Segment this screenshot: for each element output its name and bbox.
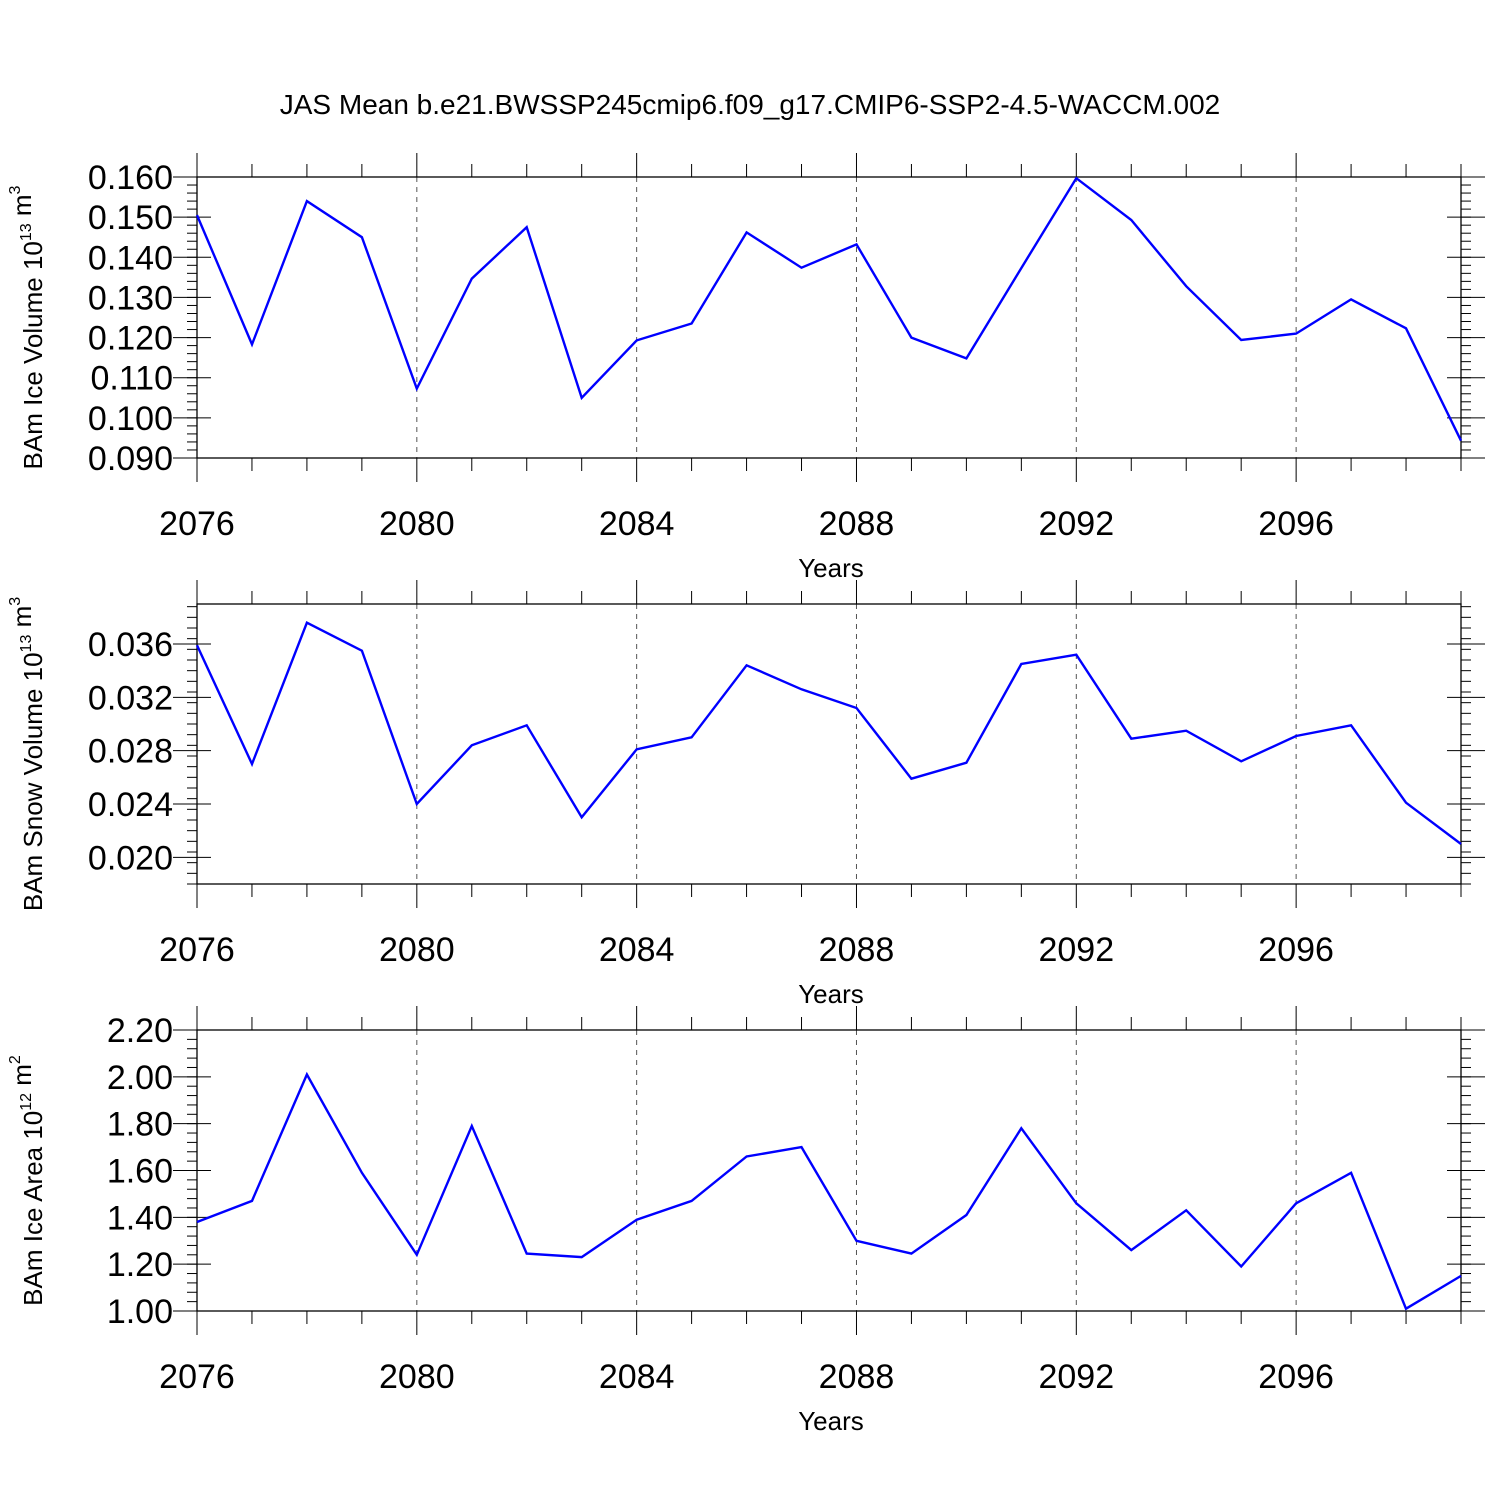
x-tick-label: 2096: [1258, 1358, 1334, 1396]
y-axis-label-text: BAm Ice Volume 10: [18, 241, 48, 469]
chart-panel-3: 1.00 1.20 1.40 1.60 1.80 2.00 2.20 2076 2080 2084…: [7, 1006, 1485, 1436]
y-axis-label-text: m: [7, 1064, 37, 1093]
series-line: [195, 621, 1462, 845]
y-tick-label: 1.20: [107, 1246, 173, 1284]
x-tick-label: 2084: [599, 1358, 675, 1396]
y-tick-label: 0.090: [88, 440, 173, 478]
x-tick-label: 2076: [159, 1358, 235, 1396]
x-tick-label: 2088: [819, 505, 895, 543]
y-axis-label-superscript: 3: [7, 597, 24, 606]
y-tick-label: 0.100: [88, 400, 173, 438]
y-tick-label: 0.150: [88, 199, 173, 237]
y-tick-label: 0.140: [88, 239, 173, 277]
y-tick-label: 0.120: [88, 320, 173, 358]
x-tick-label: 2080: [379, 505, 455, 543]
y-tick-label: 0.032: [88, 679, 173, 717]
y-tick-label: 2.20: [107, 1012, 173, 1050]
y-tick-label: 1.40: [107, 1199, 173, 1237]
y-tick-label: 0.036: [88, 626, 173, 664]
plot-frame: [196, 603, 1462, 885]
x-tick-label: 2080: [379, 931, 455, 969]
y-axis-label-text: m: [7, 194, 37, 223]
x-tick-label: 2096: [1258, 931, 1334, 969]
y-axis-label-superscript: 3: [7, 185, 24, 194]
x-tick-label: 2076: [159, 931, 235, 969]
chart-panels: 0.0900.1000.1100.1200.1300.1400.1500.160…: [7, 153, 1485, 1436]
x-tick-label: 2084: [599, 505, 675, 543]
y-tick-label: 0.028: [88, 733, 173, 771]
x-axis-label: Years: [798, 1406, 864, 1436]
x-tick-label: 2080: [379, 1358, 455, 1396]
y-tick-label: 1.60: [107, 1153, 173, 1191]
x-tick-label: 2088: [819, 1358, 895, 1396]
x-tick-label: 2076: [159, 505, 235, 543]
y-axis-label-text: m: [7, 606, 37, 635]
y-tick-label: 1.80: [107, 1106, 173, 1144]
x-axis-label: Years: [798, 553, 864, 583]
x-tick-label: 2084: [599, 931, 675, 969]
series-line: [195, 176, 1463, 442]
x-tick-label: 2092: [1038, 931, 1114, 969]
y-tick-label: 0.020: [88, 839, 173, 877]
x-tick-label: 2092: [1038, 1358, 1114, 1396]
y-axis-label-superscript: 13: [18, 223, 35, 241]
y-tick-label: 0.110: [90, 360, 173, 398]
y-axis-label: BAm Ice Volume 1013 m3: [7, 185, 48, 469]
plot-frame: [196, 1029, 1462, 1312]
y-tick-label: 0.160: [88, 159, 173, 197]
y-axis-label: BAm Snow Volume 1013 m3: [7, 597, 48, 911]
y-axis-label-superscript: 12: [18, 1093, 35, 1111]
x-axis-label: Years: [798, 979, 864, 1009]
chart-title: JAS Mean b.e21.BWSSP245cmip6.f09_g17.CMI…: [280, 89, 1221, 120]
x-tick-label: 2092: [1038, 505, 1114, 543]
y-tick-label: 0.130: [88, 279, 173, 317]
y-tick-label: 1.00: [107, 1293, 173, 1331]
y-axis-label-text: BAm Snow Volume 10: [18, 652, 48, 911]
y-axis-label-superscript: 13: [18, 635, 35, 653]
chart-panel-1: 0.0900.1000.1100.1200.1300.1400.1500.160…: [7, 153, 1485, 583]
chart-panel-2: 0.020 0.024 0.028 0.032 0.036 2076 2080 2084 208…: [7, 580, 1485, 1009]
y-tick-label: 0.024: [88, 786, 173, 824]
x-tick-label: 2088: [819, 931, 895, 969]
plot-frame: [196, 176, 1462, 459]
y-axis-label-text: BAm Ice Area 10: [18, 1111, 48, 1306]
series-line: [196, 1071, 1462, 1311]
x-tick-label: 2096: [1258, 505, 1334, 543]
y-axis-label-superscript: 2: [7, 1055, 24, 1064]
y-tick-label: 2.00: [107, 1059, 173, 1097]
y-axis-label: BAm Ice Area 1012 m2: [7, 1055, 48, 1306]
